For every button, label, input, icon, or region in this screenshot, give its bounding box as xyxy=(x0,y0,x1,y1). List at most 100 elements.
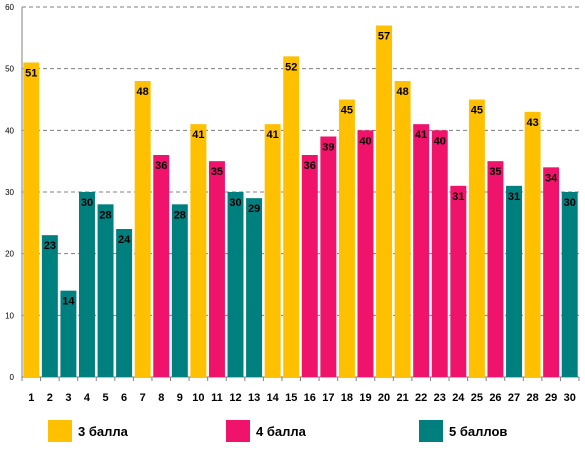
bar xyxy=(283,56,300,377)
legend-label-3-balla: 3 балла xyxy=(78,423,128,439)
x-tick-label: 9 xyxy=(177,392,183,404)
bar-value-label: 48 xyxy=(396,86,408,98)
y-tick-label: 60 xyxy=(5,3,14,12)
bar-value-label: 40 xyxy=(434,135,446,147)
legend-label-5-ballov: 5 баллов xyxy=(449,423,508,439)
bar xyxy=(153,155,170,377)
bar xyxy=(431,130,448,377)
bar xyxy=(338,99,355,377)
bar-value-label: 24 xyxy=(118,234,131,246)
x-tick-label: 11 xyxy=(211,392,223,404)
bar xyxy=(468,99,485,377)
bar-value-label: 30 xyxy=(81,197,93,209)
x-tick-label: 3 xyxy=(65,392,71,404)
bar-value-label: 31 xyxy=(508,191,520,203)
legend-swatch-3-balla xyxy=(48,420,72,442)
bar-value-label: 39 xyxy=(322,142,334,154)
x-tick-label: 7 xyxy=(140,392,146,404)
bar-value-label: 41 xyxy=(192,129,204,141)
bar xyxy=(487,161,504,377)
x-tick-label: 1 xyxy=(28,392,34,404)
y-tick-label: 30 xyxy=(5,188,14,197)
bar xyxy=(208,161,225,377)
bar xyxy=(357,130,374,377)
bar-value-label: 43 xyxy=(526,117,538,129)
bar xyxy=(506,185,523,377)
x-tick-label: 21 xyxy=(396,392,408,404)
legend-item-3-balla: 3 балла xyxy=(48,417,128,445)
bar xyxy=(227,192,244,377)
legend-item-5-ballov: 5 баллов xyxy=(419,417,507,445)
bar xyxy=(301,155,318,377)
x-tick-label: 17 xyxy=(322,392,334,404)
bar xyxy=(134,81,151,377)
bar xyxy=(171,204,188,377)
bar xyxy=(450,185,467,377)
bar-value-label: 31 xyxy=(452,191,464,203)
x-tick-label: 2 xyxy=(47,392,53,404)
x-tick-label: 26 xyxy=(489,392,501,404)
bar-value-label: 35 xyxy=(211,166,223,178)
bar-value-label: 34 xyxy=(545,172,558,184)
x-tick-label: 29 xyxy=(545,392,557,404)
x-tick-label: 15 xyxy=(285,392,297,404)
bar-value-label: 36 xyxy=(304,160,316,172)
bar xyxy=(561,192,578,377)
x-tick-label: 22 xyxy=(415,392,427,404)
bar xyxy=(524,111,541,377)
legend-label-4-balla: 4 балла xyxy=(256,423,306,439)
bar-value-label: 41 xyxy=(415,129,427,141)
bar-value-label: 28 xyxy=(99,209,111,221)
bar-value-label: 45 xyxy=(341,105,353,117)
x-tick-label: 16 xyxy=(304,392,316,404)
y-tick-label: 40 xyxy=(5,126,14,135)
x-tick-label: 5 xyxy=(102,392,108,404)
bar xyxy=(60,290,77,377)
x-tick-label: 30 xyxy=(564,392,576,404)
bar-value-label: 40 xyxy=(359,135,371,147)
bar xyxy=(116,229,133,377)
bar xyxy=(543,167,560,377)
bar-value-label: 51 xyxy=(25,68,37,80)
x-tick-label: 4 xyxy=(84,392,91,404)
bar xyxy=(376,25,393,377)
y-tick-label: 0 xyxy=(10,373,15,382)
bar-value-label: 35 xyxy=(489,166,501,178)
y-tick-label: 10 xyxy=(5,311,14,320)
bar xyxy=(190,124,207,378)
bar-value-label: 14 xyxy=(62,296,75,308)
x-tick-label: 10 xyxy=(192,392,204,404)
bar-value-label: 30 xyxy=(564,197,576,209)
bar xyxy=(23,62,40,377)
x-tick-label: 25 xyxy=(471,392,483,404)
legend-item-4-balla: 4 балла xyxy=(226,417,306,445)
bar-value-label: 52 xyxy=(285,61,297,73)
bar-value-label: 48 xyxy=(137,86,149,98)
bar xyxy=(41,235,58,377)
bar-value-label: 30 xyxy=(229,197,241,209)
x-tick-label: 8 xyxy=(158,392,164,404)
x-tick-label: 19 xyxy=(359,392,371,404)
y-tick-label: 20 xyxy=(5,250,14,259)
bar-value-label: 57 xyxy=(378,31,390,43)
x-tick-label: 23 xyxy=(434,392,446,404)
x-tick-label: 14 xyxy=(267,392,280,404)
bar xyxy=(246,198,263,377)
bar xyxy=(320,136,337,377)
bar xyxy=(78,192,95,377)
bar-value-label: 23 xyxy=(44,240,56,252)
bar xyxy=(394,81,411,377)
bar xyxy=(264,124,281,378)
bar-value-label: 36 xyxy=(155,160,167,172)
bar xyxy=(97,204,114,377)
x-tick-label: 27 xyxy=(508,392,520,404)
bar-value-label: 28 xyxy=(174,209,186,221)
x-tick-label: 28 xyxy=(526,392,538,404)
x-tick-label: 12 xyxy=(229,392,241,404)
y-tick-label: 50 xyxy=(5,65,14,74)
x-tick-label: 18 xyxy=(341,392,353,404)
bar-value-label: 29 xyxy=(248,203,260,215)
legend-swatch-4-balla xyxy=(226,420,250,442)
x-tick-label: 6 xyxy=(121,392,127,404)
